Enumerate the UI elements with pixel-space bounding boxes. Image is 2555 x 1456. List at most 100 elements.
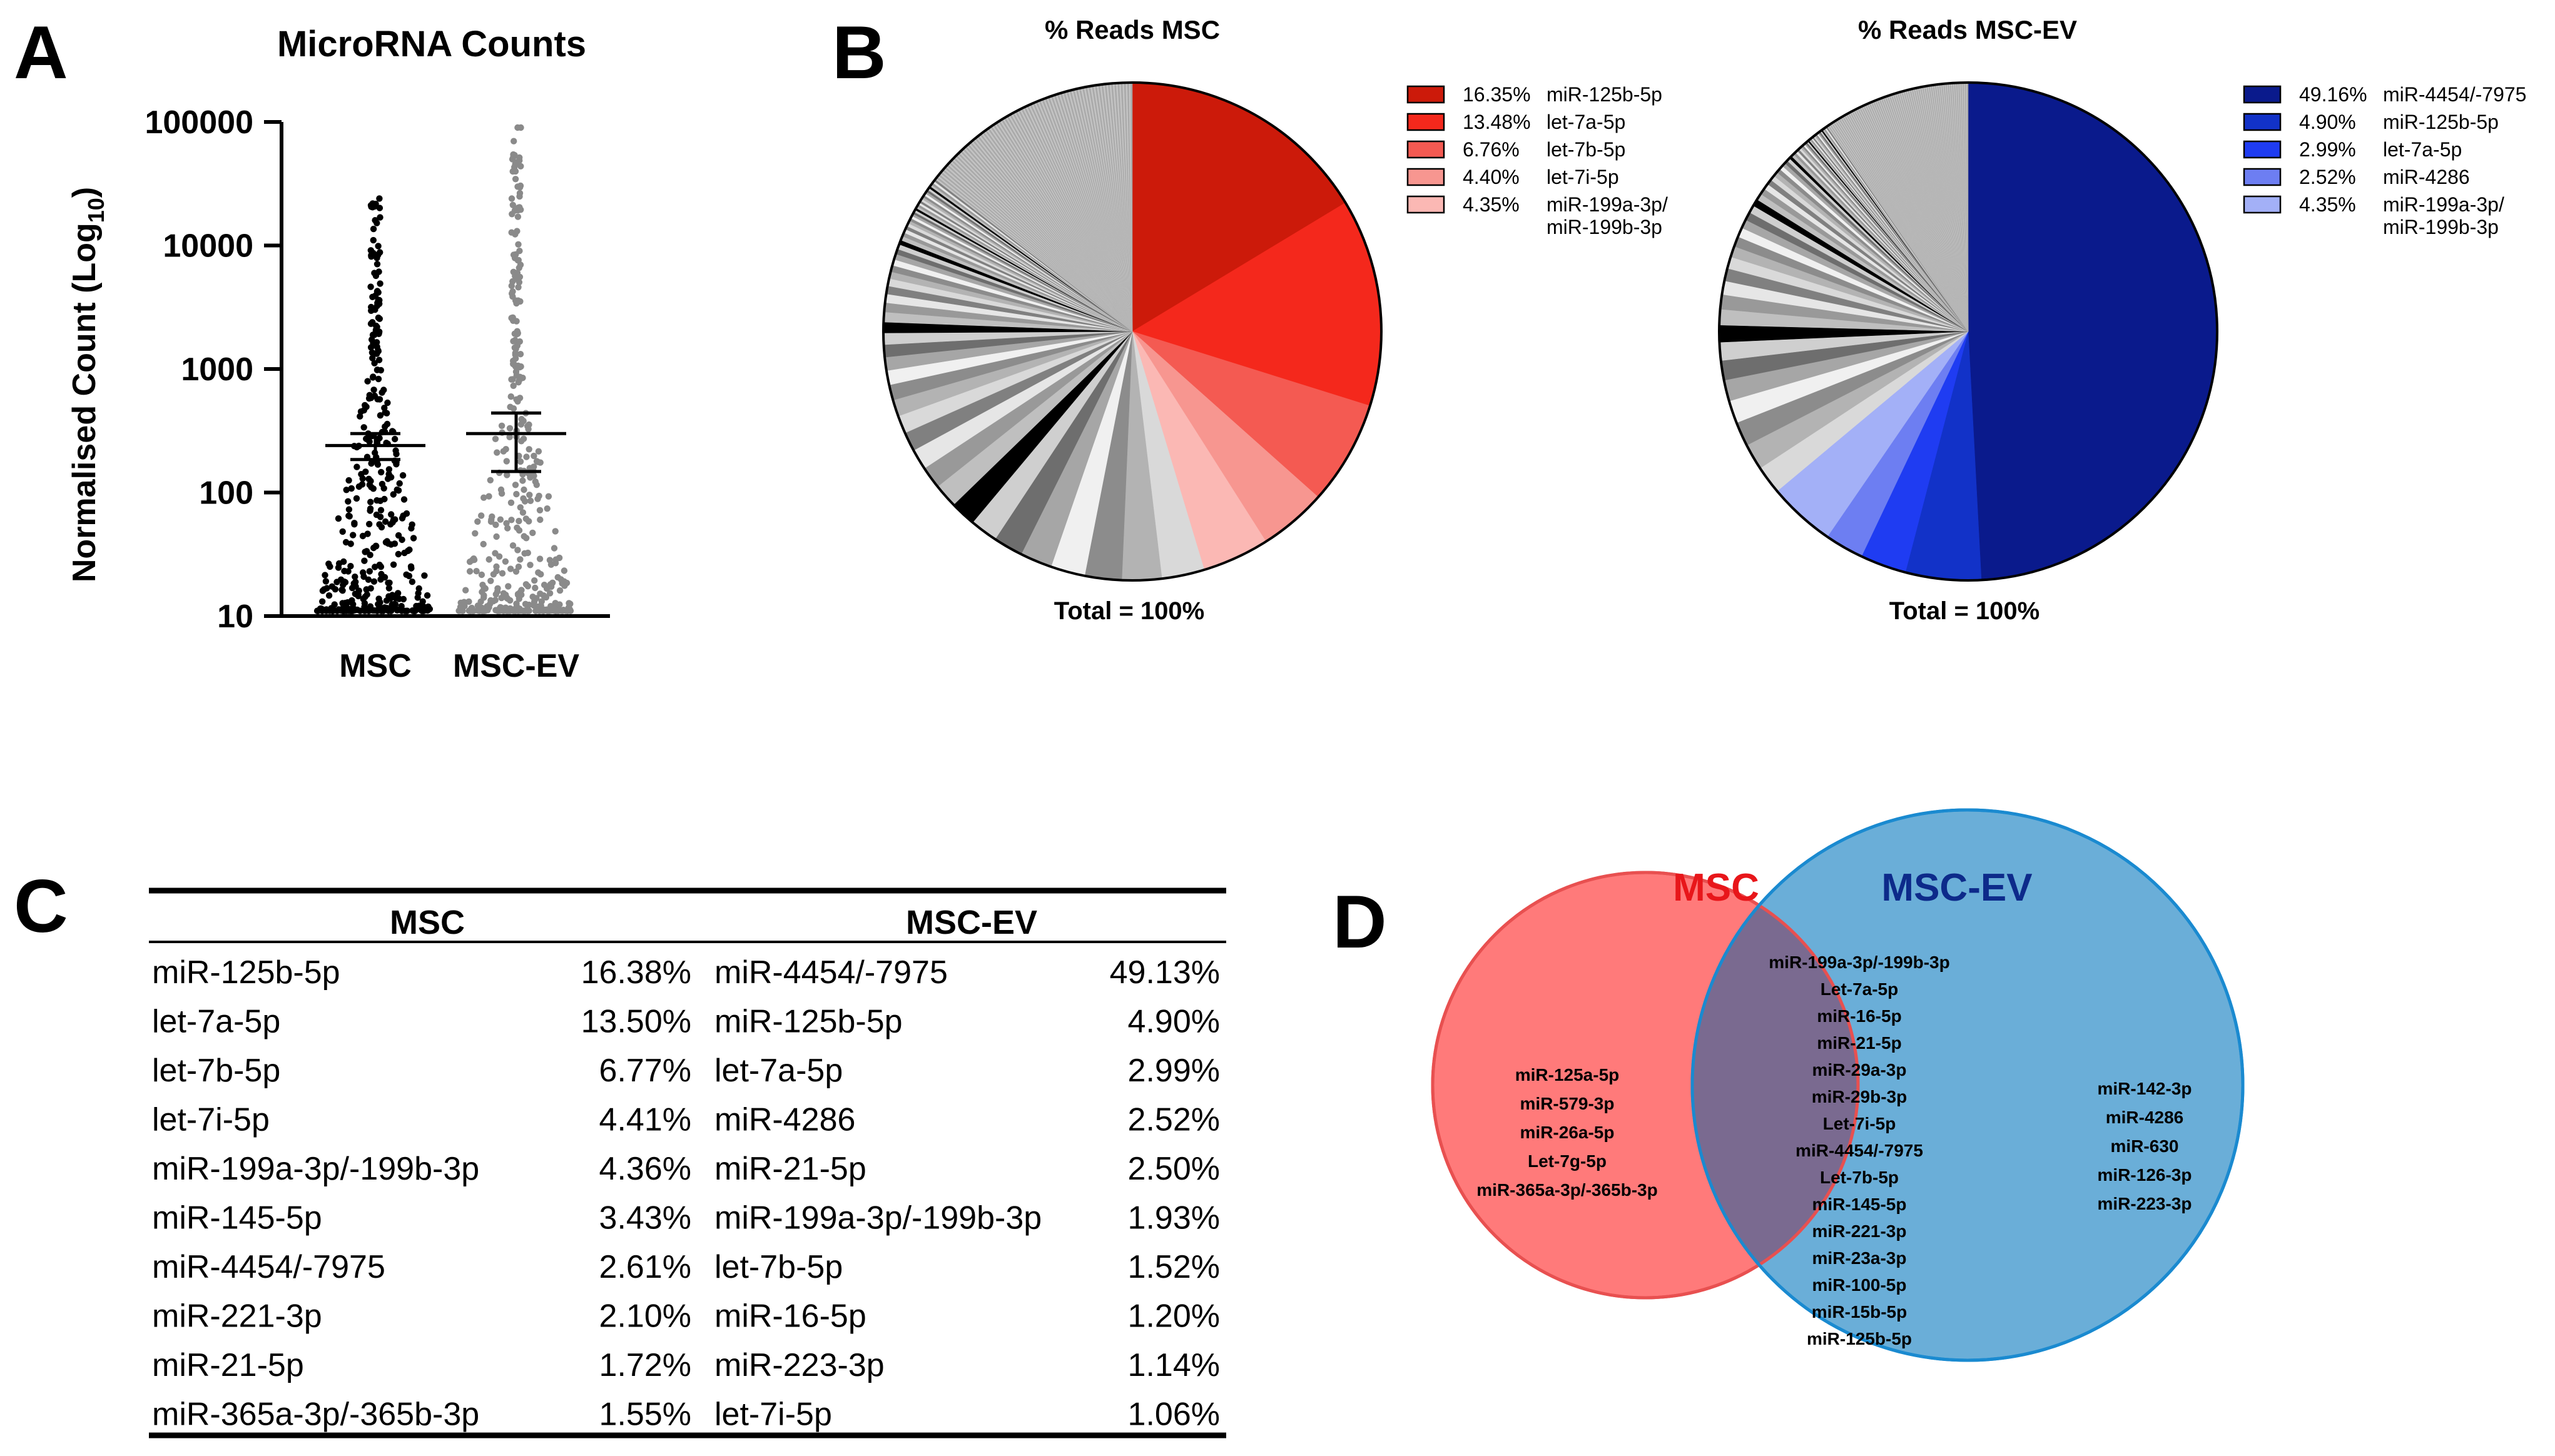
data-point [378,468,385,476]
data-point [502,604,509,611]
data-point [521,498,529,505]
venn-mirna: miR-630 [2111,1136,2179,1156]
data-point [518,587,525,594]
data-point [350,532,357,538]
data-point [492,521,499,528]
venn-label-msc-ev: MSC-EV [1881,866,2032,909]
data-point [369,355,376,361]
pie-msc-title: % Reads MSC [1045,15,1220,44]
legend-percent: 4.90% [2299,111,2356,133]
panel-letter-c: C [14,864,68,948]
data-point [515,284,522,291]
data-point [339,528,346,535]
data-point [376,562,383,569]
data-point [489,513,495,520]
data-point [503,520,510,527]
data-point [480,607,488,614]
legend-swatch [1406,85,1445,104]
table-cell-ev-percent: 1.52% [1128,1249,1220,1285]
venn-mirna: miR-4286 [2106,1108,2184,1127]
legend-label: miR-4454/-7975 [2383,83,2526,106]
data-point [347,563,354,570]
data-point [547,581,554,588]
data-point [395,487,402,494]
pie-msc-ev-title: % Reads MSC-EV [1858,15,2077,44]
data-point [395,550,402,558]
data-point [516,190,524,197]
data-point [345,477,352,484]
data-point [522,581,530,588]
data-point [362,468,369,475]
data-point [554,574,561,581]
legend-swatch [2243,113,2282,131]
data-point [368,307,375,314]
data-point [494,585,501,592]
data-point [556,587,564,594]
venn-mirna: miR-125b-5p [1807,1329,1912,1348]
table-cell-ev-percent: 1.14% [1128,1347,1220,1383]
data-point [531,577,538,584]
data-point [325,560,332,567]
data-point [516,265,522,271]
data-point [516,157,523,164]
data-point [378,523,385,531]
data-point [462,587,469,594]
legend-label-line2: miR-199b-3p [1547,216,1662,238]
data-point [529,594,536,600]
data-point [485,604,492,611]
data-point [520,607,527,614]
venn-mirna: miR-15b-5p [1812,1302,1907,1322]
data-point [556,607,564,614]
data-point [526,492,533,498]
data-point [519,509,527,516]
data-point [357,413,363,420]
venn-mirna: miR-199a-3p/-199b-3p [1769,953,1949,972]
data-point [373,261,381,268]
data-point [544,607,551,614]
data-point [516,517,522,525]
data-point [410,607,417,614]
legend-label: let-7i-5p [1547,166,1619,188]
data-point [522,600,529,607]
data-point [372,271,380,278]
data-point [376,296,383,304]
table-cell-ev-mirna: miR-21-5p [714,1151,866,1187]
data-point [345,568,352,575]
data-point [384,399,391,407]
legend-swatch [2243,195,2282,214]
data-point [367,498,374,505]
data-point [385,466,393,473]
legend-label: let-7b-5p [1547,138,1625,161]
data-point [504,525,511,532]
data-point [561,567,568,574]
data-point [492,597,499,604]
data-point [345,506,353,513]
data-point [542,594,550,601]
data-point [391,540,399,547]
legend-percent: 16.35% [1463,83,1531,106]
data-point [375,600,382,608]
data-point [363,586,370,593]
venn-mirna: miR-223-3p [2098,1194,2192,1213]
venn-mirna: miR-100-5p [1812,1275,1907,1295]
panel-letter-a: A [14,11,68,94]
data-point [373,255,380,261]
data-point [512,251,519,258]
table-cell-msc-percent: 13.50% [581,1004,691,1040]
data-point [507,565,514,572]
data-point [514,330,521,336]
data-point [475,604,482,611]
data-point [487,477,494,483]
data-point [526,607,532,614]
table-cell-msc-mirna: miR-145-5p [152,1200,322,1236]
data-point [318,605,325,613]
data-point [511,164,518,171]
panel-a-y-axis-label: Normalised Count (Log10) [66,187,109,582]
data-point [364,378,371,385]
data-point [556,554,563,562]
data-point [419,598,426,605]
data-point [366,520,373,528]
table-cell-msc-mirna: miR-125b-5p [152,954,340,991]
data-point [385,585,393,592]
table-cell-ev-percent: 2.52% [1128,1102,1220,1138]
